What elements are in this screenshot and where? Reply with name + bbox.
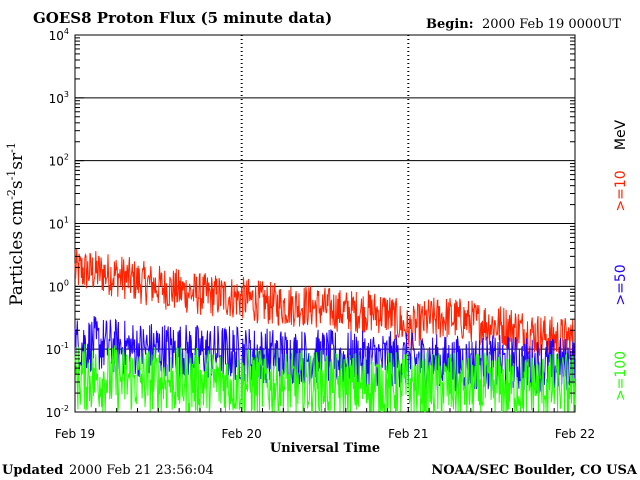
- x-tick-label: Feb 19: [55, 427, 95, 441]
- y-tick-label: 103: [49, 90, 69, 106]
- updated-value: 2000 Feb 21 23:56:04: [69, 463, 214, 478]
- legend-ge50: >=50: [613, 264, 629, 305]
- legend-ge100: >=100: [613, 351, 629, 401]
- series-line-0: [74, 248, 576, 360]
- series-layer: [74, 248, 576, 413]
- y-tick-label: 102: [49, 153, 69, 169]
- y-tick-label: 10-1: [46, 341, 69, 357]
- x-tick-label: Feb 22: [555, 427, 595, 441]
- legend-ge10: >=10: [613, 170, 629, 211]
- y-tick-label: 104: [49, 27, 69, 43]
- y-tick-label: 100: [49, 278, 69, 294]
- begin-label: Begin:: [426, 17, 474, 32]
- y-axis-label: Particles cm-2s-1sr-1: [5, 142, 27, 306]
- updated-label: Updated: [2, 463, 63, 478]
- x-tick-label: Feb 21: [388, 427, 428, 441]
- begin-value: 2000 Feb 19 0000UT: [482, 17, 621, 32]
- y-tick-label: 101: [49, 216, 69, 232]
- x-axis-label: Universal Time: [270, 441, 380, 456]
- legend-unit: MeV: [613, 119, 629, 150]
- credit-text: NOAA/SEC Boulder, CO USA: [431, 463, 638, 478]
- x-tick-label: Feb 20: [221, 427, 261, 441]
- chart-title: GOES8 Proton Flux (5 minute data): [33, 9, 332, 27]
- y-axis: 10-2 10-1 100 101 102 103 104: [46, 27, 575, 420]
- x-axis: Feb 19 Feb 20 Feb 21 Feb 22: [55, 408, 595, 441]
- y-tick-label: 10-2: [46, 404, 69, 420]
